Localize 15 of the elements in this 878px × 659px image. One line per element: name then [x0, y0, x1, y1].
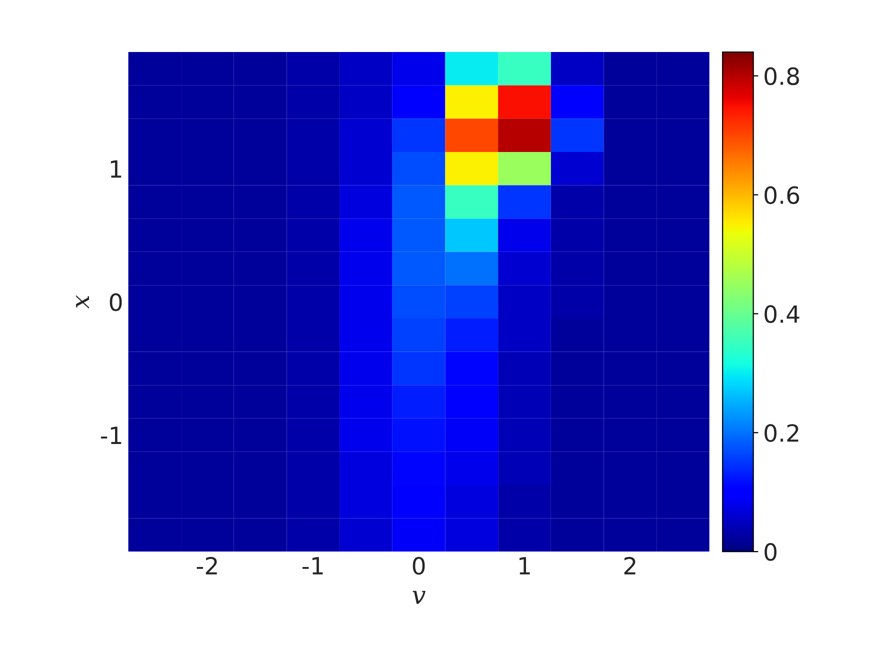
- x-tick-label: 2: [624, 556, 636, 574]
- x-tick-label: 1: [520, 557, 530, 574]
- y-tick-label: 1: [110, 160, 122, 178]
- color-bar-label: 0: [764, 543, 776, 561]
- y-tick-label: 0: [110, 293, 122, 312]
- color-bar-label: 0.6: [764, 186, 800, 204]
- x-tick-label: 0: [412, 556, 425, 575]
- x-tick-label: -1: [302, 557, 323, 574]
- y-tick-label: -1: [100, 426, 122, 444]
- x-axis-title: v: [412, 590, 426, 604]
- color-bar-label: 0.4: [764, 305, 800, 324]
- color-bar-label: 0.8: [764, 67, 799, 86]
- x-tick-label: -2: [196, 556, 217, 574]
- color-bar-label: 0.2: [764, 424, 798, 442]
- y-axis-title: x: [76, 295, 90, 309]
